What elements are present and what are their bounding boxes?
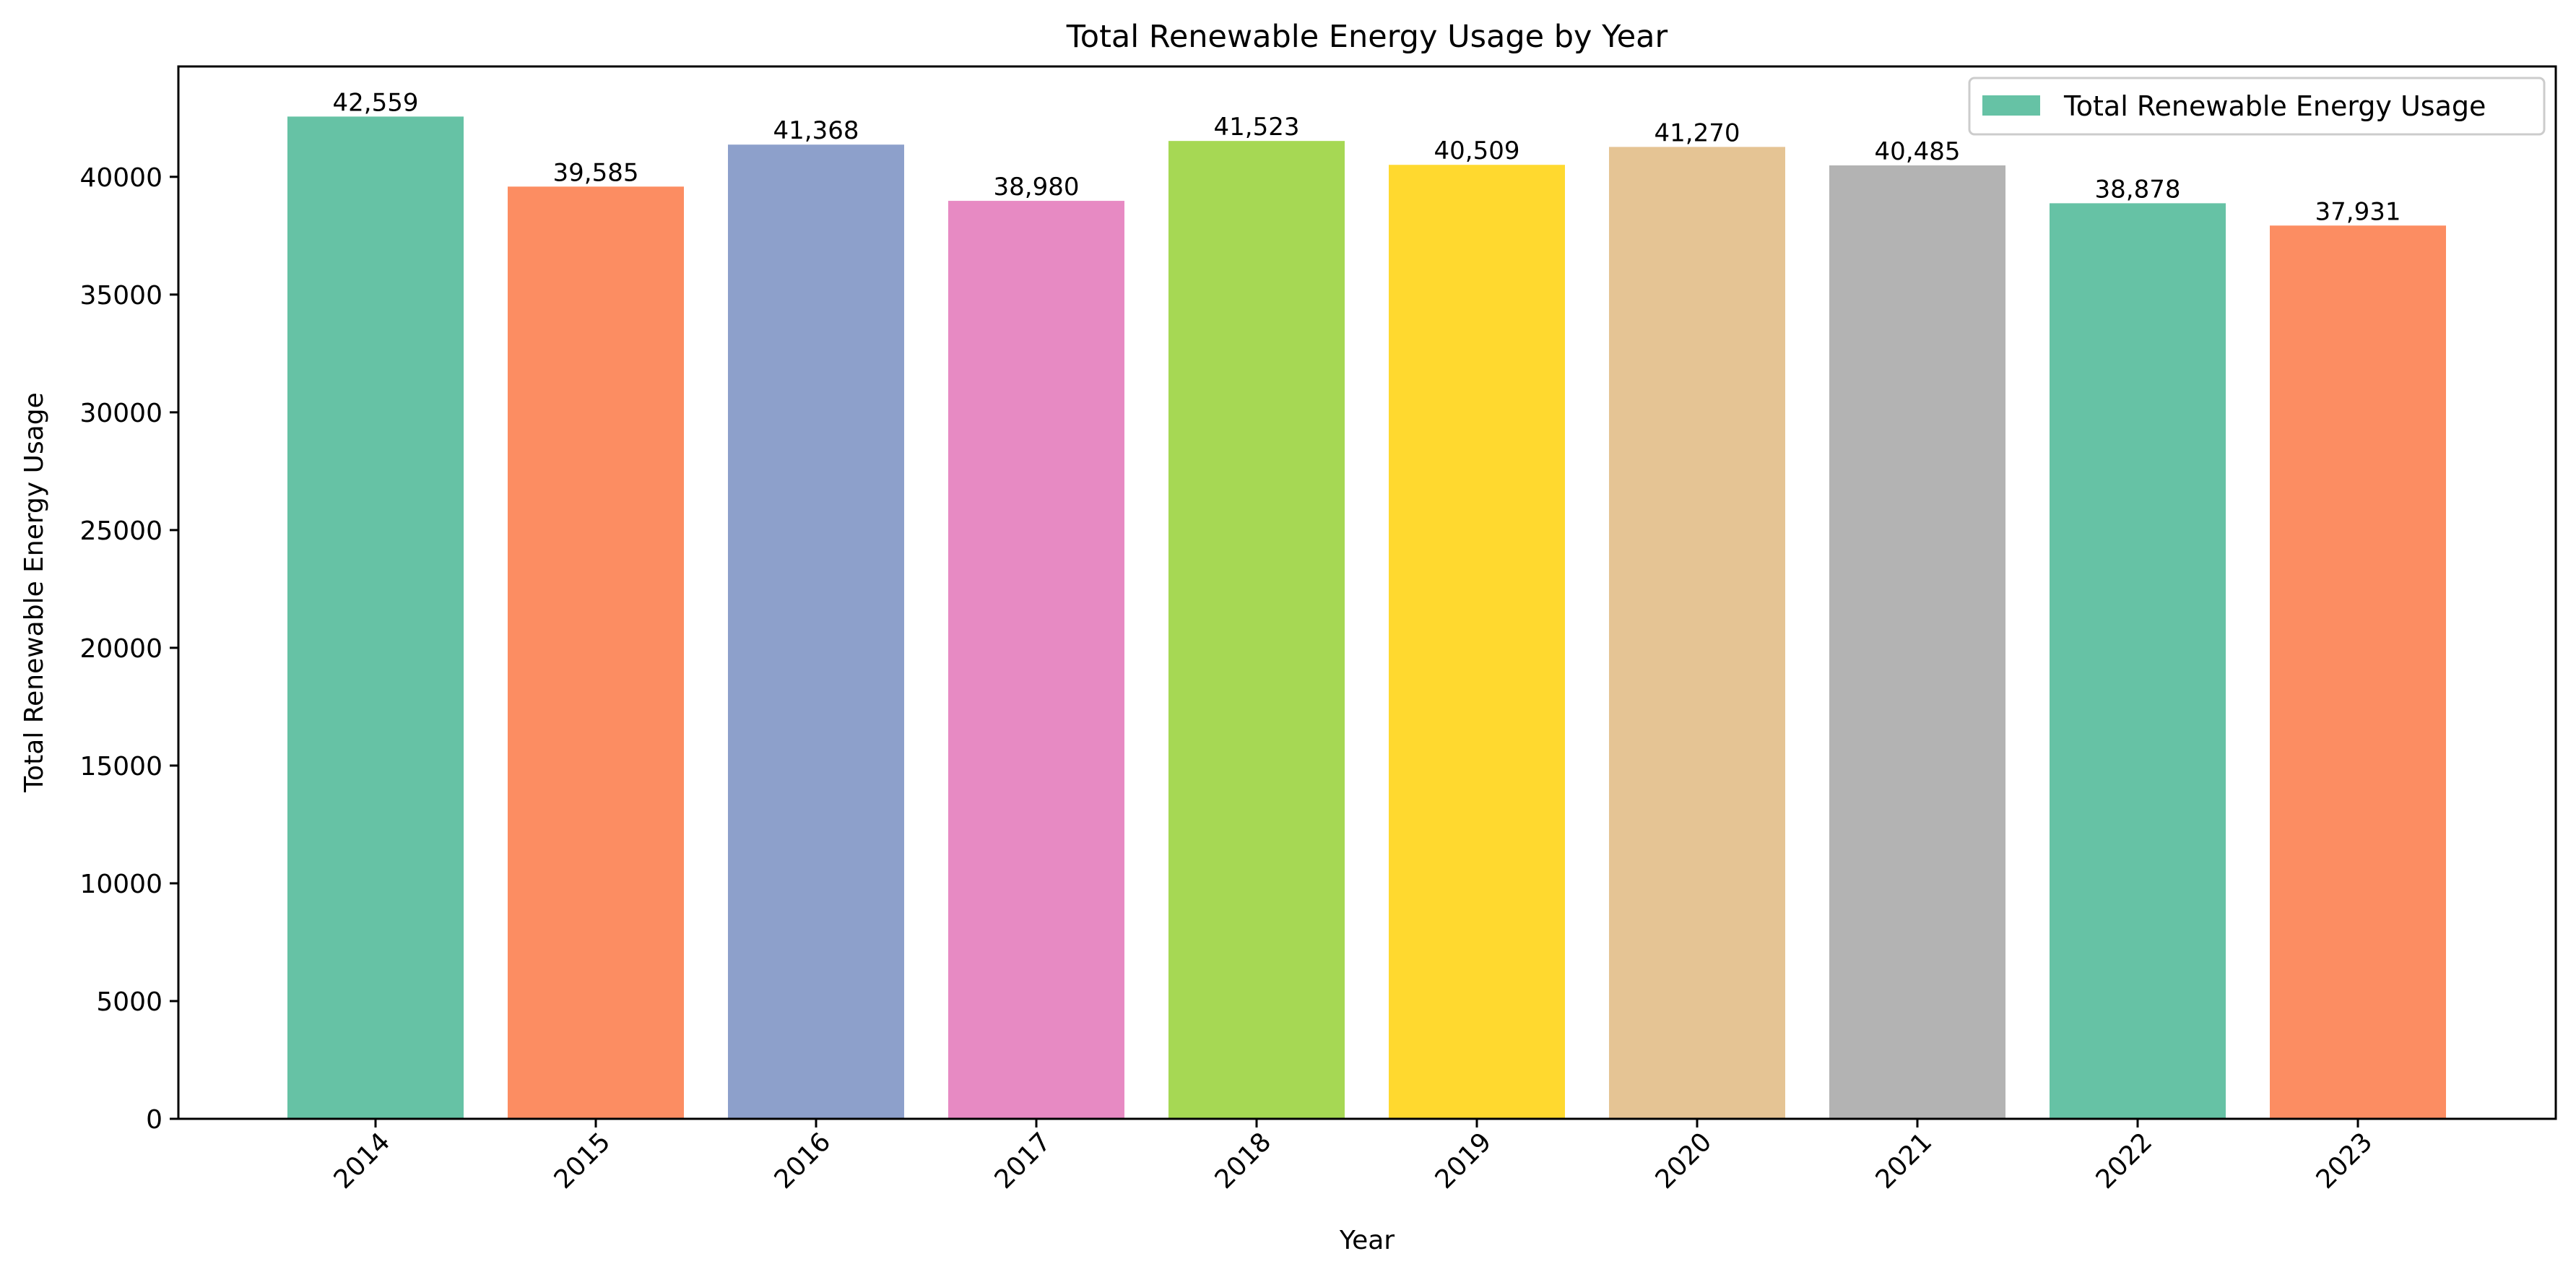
y-tick-label-15000: 15000 (79, 752, 162, 782)
y-tick-label-10000: 10000 (79, 870, 162, 899)
data-label-2014: 42,559 (333, 88, 419, 117)
data-label-2019: 40,509 (1434, 137, 1520, 165)
bar-2018 (1168, 141, 1345, 1119)
data-labels-group: 42,559 39,585 41,368 38,980 41,523 40,509 41,2… (333, 88, 2401, 226)
plot-frame (177, 65, 2557, 1120)
bar-2020 (1609, 147, 1785, 1119)
bar-2022 (2050, 203, 2226, 1119)
legend-swatch (1982, 95, 2040, 116)
y-tick-label-35000: 35000 (79, 281, 162, 311)
bar-2023 (2270, 225, 2446, 1120)
y-tick-label-20000: 20000 (79, 634, 162, 664)
y-tick-label-0: 0 (146, 1105, 162, 1135)
bars-group (287, 116, 2446, 1120)
data-label-2015: 39,585 (553, 158, 639, 187)
y-tick-label-5000: 5000 (96, 987, 162, 1017)
data-label-2022: 38,878 (2095, 175, 2181, 204)
data-label-2018: 41,523 (1214, 113, 1300, 142)
data-label-2020: 41,270 (1655, 118, 1740, 147)
bar-2014 (287, 116, 464, 1119)
bar-2015 (508, 186, 684, 1119)
y-tick-label-25000: 25000 (79, 516, 162, 546)
data-label-2021: 40,485 (1875, 137, 1961, 166)
y-tick-label-40000: 40000 (79, 163, 162, 193)
legend: Total Renewable Energy Usage (1968, 77, 2546, 136)
data-label-2023: 37,931 (2315, 197, 2401, 226)
bar-2017 (948, 201, 1124, 1119)
legend-frame (1968, 77, 2546, 136)
bar-2016 (728, 144, 904, 1119)
y-tick-label-30000: 30000 (79, 399, 162, 428)
y-axis-label: Total Renewable Energy Usage (19, 392, 49, 793)
data-label-2017: 38,980 (994, 173, 1080, 202)
bar-2019 (1389, 165, 1565, 1120)
x-axis-label: Year (1339, 1226, 1395, 1255)
legend-entry-label: Total Renewable Energy Usage (2063, 90, 2486, 122)
y-axis: 0 5000 10000 15000 20000 25000 30000 35000 40000 (79, 163, 178, 1135)
bar-2021 (1829, 165, 2005, 1119)
data-label-2016: 41,368 (773, 116, 859, 145)
chart-title: Total Renewable Energy Usage by Year (1066, 19, 1668, 55)
